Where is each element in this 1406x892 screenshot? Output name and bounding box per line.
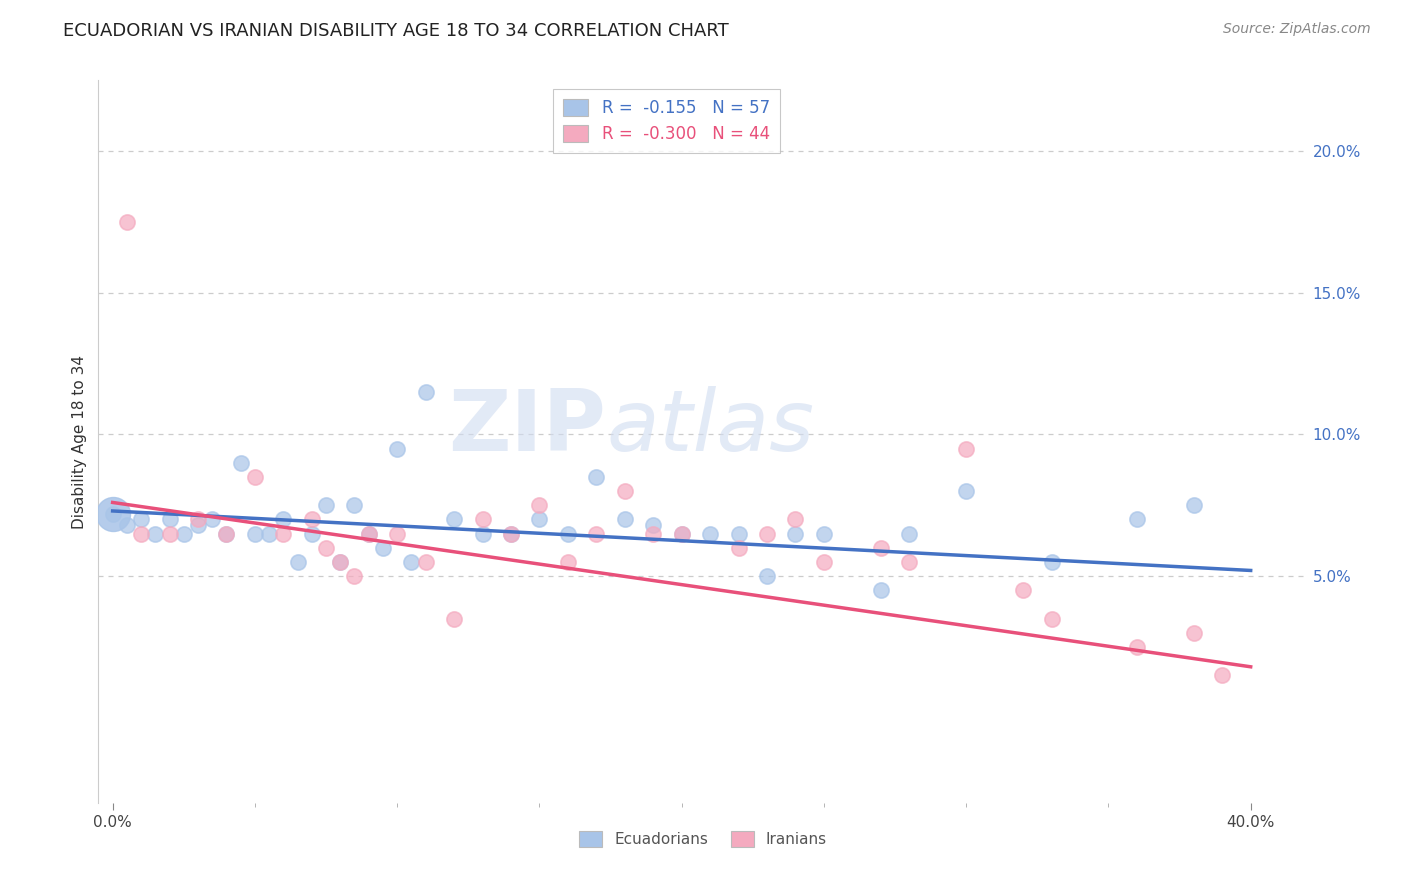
Point [315,498,337,512]
Point [343,498,366,512]
Text: atlas: atlas [606,385,814,468]
Point [869,541,891,555]
Point [415,555,437,569]
Point [955,442,977,456]
Point [257,526,280,541]
Point [215,526,238,541]
Point [385,526,408,541]
Point [243,470,266,484]
Point [115,518,138,533]
Point [699,526,721,541]
Point [643,518,665,533]
Point [143,526,166,541]
Point [201,512,224,526]
Point [671,526,693,541]
Point [159,526,181,541]
Point [401,555,423,569]
Point [499,526,522,541]
Point [471,512,494,526]
Point [785,526,807,541]
Point [1012,583,1035,598]
Point [727,541,749,555]
Point [671,526,693,541]
Point [813,555,835,569]
Point [115,215,138,229]
Point [1182,625,1205,640]
Point [1211,668,1233,682]
Point [471,526,494,541]
Point [273,526,295,541]
Point [357,526,380,541]
Point [756,569,779,583]
Point [215,526,238,541]
Point [101,507,124,521]
Text: ECUADORIAN VS IRANIAN DISABILITY AGE 18 TO 34 CORRELATION CHART: ECUADORIAN VS IRANIAN DISABILITY AGE 18 … [63,22,730,40]
Point [301,526,323,541]
Point [529,498,551,512]
Point [129,526,152,541]
Point [287,555,309,569]
Point [955,484,977,499]
Point [273,512,295,526]
Point [229,456,252,470]
Point [343,569,366,583]
Point [329,555,352,569]
Point [243,526,266,541]
Point [898,555,921,569]
Point [613,512,636,526]
Point [1182,498,1205,512]
Text: ZIP: ZIP [449,385,606,468]
Legend: Ecuadorians, Iranians: Ecuadorians, Iranians [572,825,834,853]
Point [315,541,337,555]
Point [173,526,195,541]
Point [499,526,522,541]
Point [557,555,579,569]
Point [443,612,465,626]
Point [443,512,465,526]
Point [1126,640,1149,654]
Point [869,583,891,598]
Point [898,526,921,541]
Point [385,442,408,456]
Point [585,526,607,541]
Point [785,512,807,526]
Point [727,526,749,541]
Point [813,526,835,541]
Point [101,507,124,521]
Point [585,470,607,484]
Point [371,541,394,555]
Point [756,526,779,541]
Point [301,512,323,526]
Point [1040,555,1063,569]
Y-axis label: Disability Age 18 to 34: Disability Age 18 to 34 [72,354,87,529]
Text: Source: ZipAtlas.com: Source: ZipAtlas.com [1223,22,1371,37]
Point [1126,512,1149,526]
Point [613,484,636,499]
Point [643,526,665,541]
Point [529,512,551,526]
Point [329,555,352,569]
Point [187,518,209,533]
Point [415,384,437,399]
Point [187,512,209,526]
Point [1040,612,1063,626]
Point [357,526,380,541]
Point [557,526,579,541]
Point [159,512,181,526]
Point [129,512,152,526]
